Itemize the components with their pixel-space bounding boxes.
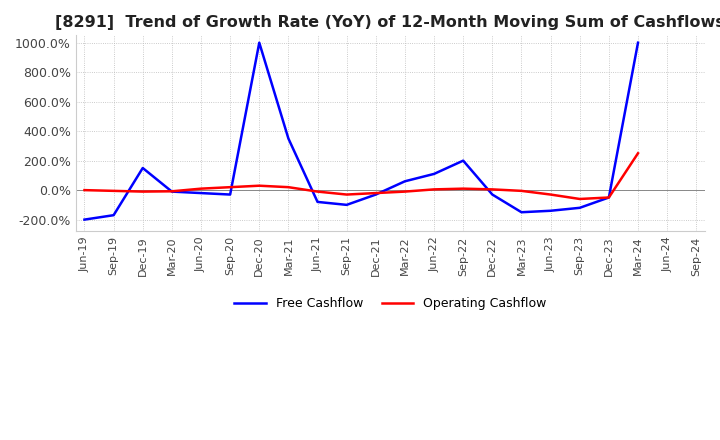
Free Cashflow xyxy=(517,209,526,215)
Free Cashflow xyxy=(109,213,118,218)
Line: Free Cashflow: Free Cashflow xyxy=(84,43,638,220)
Operating Cashflow xyxy=(342,192,351,197)
Operating Cashflow xyxy=(488,187,497,192)
Operating Cashflow xyxy=(400,189,409,194)
Operating Cashflow xyxy=(226,184,235,190)
Free Cashflow xyxy=(342,202,351,208)
Free Cashflow xyxy=(226,192,235,197)
Operating Cashflow xyxy=(546,192,555,197)
Free Cashflow xyxy=(313,199,322,205)
Free Cashflow xyxy=(575,205,584,210)
Free Cashflow xyxy=(634,40,642,45)
Free Cashflow xyxy=(197,191,205,196)
Operating Cashflow xyxy=(284,184,293,190)
Free Cashflow xyxy=(284,136,293,141)
Free Cashflow xyxy=(400,179,409,184)
Line: Operating Cashflow: Operating Cashflow xyxy=(84,153,638,199)
Operating Cashflow xyxy=(255,183,264,188)
Free Cashflow xyxy=(488,192,497,197)
Operating Cashflow xyxy=(605,195,613,200)
Free Cashflow xyxy=(459,158,467,163)
Title: [8291]  Trend of Growth Rate (YoY) of 12-Month Moving Sum of Cashflows: [8291] Trend of Growth Rate (YoY) of 12-… xyxy=(55,15,720,30)
Operating Cashflow xyxy=(459,186,467,191)
Operating Cashflow xyxy=(138,189,147,194)
Operating Cashflow xyxy=(313,189,322,194)
Operating Cashflow xyxy=(575,196,584,202)
Operating Cashflow xyxy=(517,188,526,194)
Free Cashflow xyxy=(80,217,89,222)
Operating Cashflow xyxy=(109,188,118,194)
Legend: Free Cashflow, Operating Cashflow: Free Cashflow, Operating Cashflow xyxy=(230,292,552,315)
Free Cashflow xyxy=(430,171,438,176)
Operating Cashflow xyxy=(168,189,176,194)
Operating Cashflow xyxy=(430,187,438,192)
Free Cashflow xyxy=(605,195,613,200)
Free Cashflow xyxy=(168,189,176,194)
Operating Cashflow xyxy=(372,191,380,196)
Operating Cashflow xyxy=(634,150,642,156)
Operating Cashflow xyxy=(197,186,205,191)
Free Cashflow xyxy=(372,192,380,197)
Free Cashflow xyxy=(138,165,147,171)
Free Cashflow xyxy=(255,40,264,45)
Operating Cashflow xyxy=(80,187,89,193)
Free Cashflow xyxy=(546,208,555,213)
